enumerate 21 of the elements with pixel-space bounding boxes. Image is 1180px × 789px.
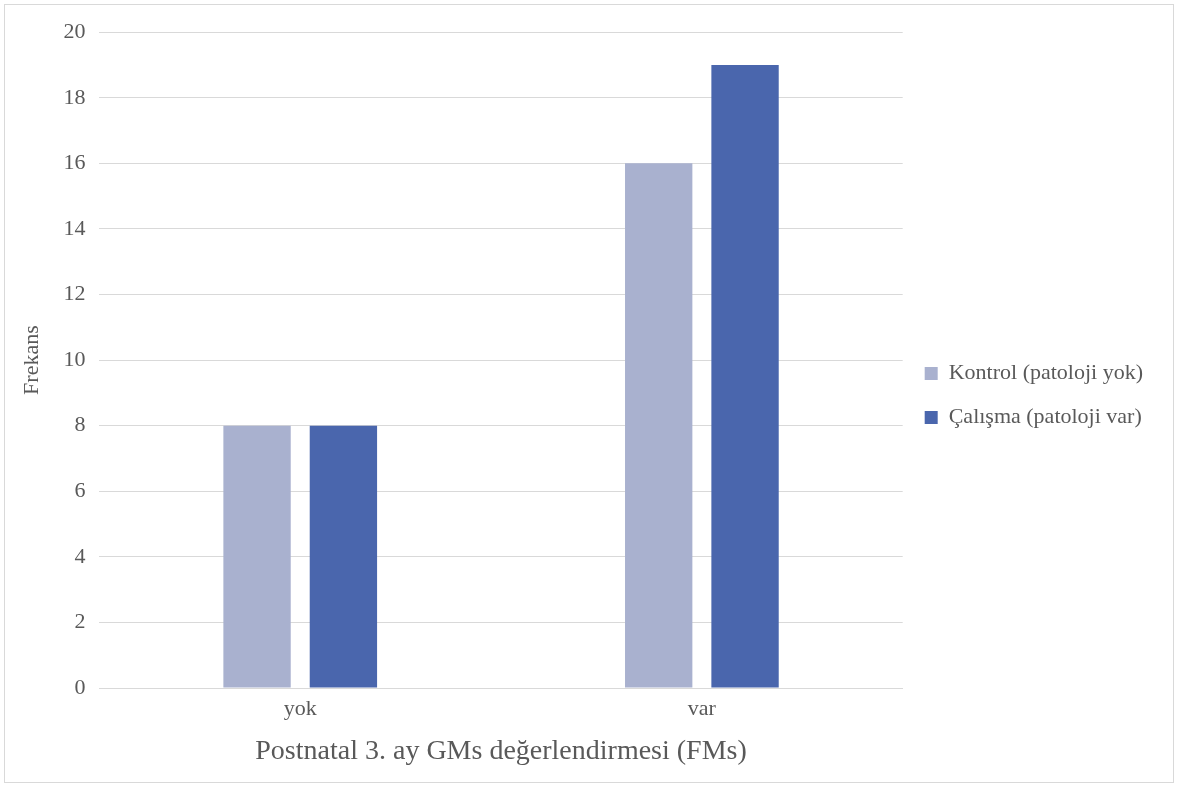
x-tick-label: yok <box>283 694 317 720</box>
bar <box>711 64 779 688</box>
y-tick-label: 6 <box>74 477 86 503</box>
bar <box>625 163 693 688</box>
y-tick-label: 20 <box>63 17 86 43</box>
y-tick-label: 2 <box>74 608 86 634</box>
y-axis-title: Frekans <box>17 325 43 395</box>
y-tick-label: 12 <box>63 280 86 306</box>
y-tick-label: 4 <box>74 542 86 568</box>
y-tick-label: 8 <box>74 411 86 437</box>
x-tick-label: var <box>687 694 717 720</box>
y-tick-label: 18 <box>63 83 86 109</box>
y-tick-label: 10 <box>63 345 86 371</box>
y-tick-label: 0 <box>74 673 86 699</box>
bar <box>309 425 378 688</box>
y-tick-label: 14 <box>63 214 86 240</box>
y-tick-label: 16 <box>63 149 86 175</box>
bar <box>223 425 291 688</box>
legend-label: Kontrol (patoloji yok) <box>948 359 1144 385</box>
x-axis-title: Postnatal 3. ay GMs değerlendirmesi (FMs) <box>255 733 747 765</box>
legend-label: Çalışma (patoloji var) <box>948 403 1142 429</box>
